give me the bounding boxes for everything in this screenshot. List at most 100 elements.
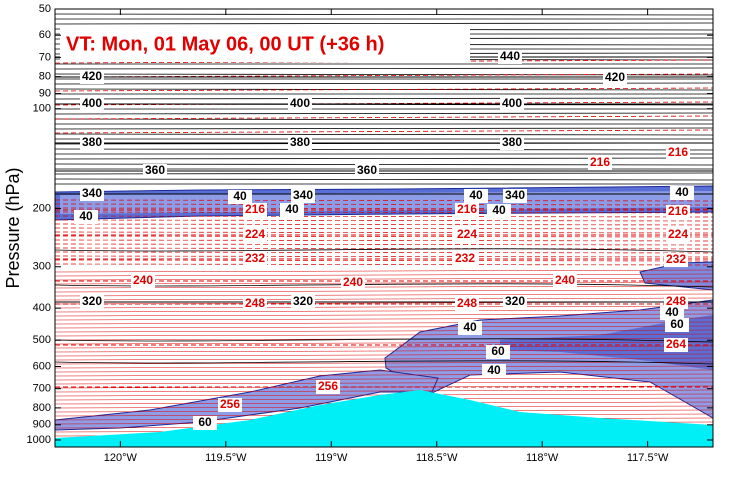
contour-labels: 440 420 420 400 400 400 380 380 380 360 360 340 340 3… xyxy=(74,49,694,430)
contour-label: 240 xyxy=(133,273,153,287)
contour-label: 400 xyxy=(82,96,102,110)
contour-line xyxy=(54,223,714,226)
contour-label: 380 xyxy=(82,135,102,149)
contour-line xyxy=(54,215,714,218)
contour-label: 216 xyxy=(590,155,610,169)
label-box xyxy=(355,164,379,178)
contour-label: 340 xyxy=(82,186,102,200)
y-tick-label: 600 xyxy=(33,360,51,372)
contour-line xyxy=(54,341,714,345)
contour-label: 264 xyxy=(666,337,686,351)
label-box xyxy=(316,380,340,394)
label-box xyxy=(503,295,527,309)
contour-line xyxy=(54,235,714,238)
contour-line xyxy=(54,357,714,361)
label-box xyxy=(193,416,217,430)
y-tick-label: 800 xyxy=(33,402,51,414)
label-box xyxy=(218,398,242,412)
label-box xyxy=(280,203,304,217)
label-box xyxy=(243,228,267,242)
contour-line xyxy=(54,349,714,353)
label-box xyxy=(80,295,104,309)
contour-line xyxy=(54,277,714,281)
label-box xyxy=(666,205,690,219)
contour-label: 40 xyxy=(492,203,506,217)
contour-line xyxy=(54,365,714,369)
title-box xyxy=(60,28,470,62)
label-box xyxy=(288,97,312,111)
contour-line xyxy=(54,13,714,16)
y-tick-label: 50 xyxy=(39,3,51,15)
contour-line xyxy=(54,259,714,262)
contour-label: 216 xyxy=(457,202,477,216)
contour-label: 380 xyxy=(290,135,310,149)
contour-line xyxy=(54,369,714,373)
label-box xyxy=(74,210,98,224)
label-box xyxy=(486,345,510,359)
contour-label: 248 xyxy=(457,296,477,310)
label-box xyxy=(455,203,479,217)
contour-label: 216 xyxy=(668,145,688,159)
label-box xyxy=(243,203,267,217)
label-box xyxy=(664,295,688,309)
label-box xyxy=(291,189,315,203)
contour-line xyxy=(54,22,714,25)
contour-line xyxy=(54,243,714,246)
y-tick-label: 500 xyxy=(33,334,51,346)
contour-label: 400 xyxy=(502,96,522,110)
contour-line xyxy=(54,133,714,136)
label-box xyxy=(80,97,104,111)
contour-label: 380 xyxy=(502,135,522,149)
label-box xyxy=(341,276,365,290)
contour-label: 360 xyxy=(145,163,165,177)
label-box xyxy=(80,187,104,201)
contour-label: 420 xyxy=(605,70,625,84)
contour-line xyxy=(54,87,714,92)
contour-label: 40 xyxy=(675,185,689,199)
contour-label: 320 xyxy=(82,294,102,308)
contour-label: 420 xyxy=(82,69,102,83)
contour-label: 40 xyxy=(79,209,93,223)
contour-label: 320 xyxy=(505,294,525,308)
contour-line xyxy=(54,305,714,309)
contour-line xyxy=(54,389,714,393)
contour-label: 440 xyxy=(500,49,520,63)
contour-label: 60 xyxy=(198,415,212,429)
label-box xyxy=(664,253,688,267)
contour-line xyxy=(54,373,714,377)
contour-line xyxy=(54,360,714,365)
contour-line xyxy=(54,353,714,357)
contour-line xyxy=(54,211,714,214)
label-box xyxy=(458,321,482,335)
label-box xyxy=(553,274,577,288)
contour-line xyxy=(54,248,714,253)
contour-label: 40 xyxy=(285,202,299,216)
contour-line xyxy=(54,285,714,289)
contour-line xyxy=(54,231,714,234)
contour-line xyxy=(54,317,714,321)
label-box xyxy=(588,156,612,170)
y-tick-label: 200 xyxy=(33,202,51,214)
label-box xyxy=(143,164,167,178)
label-box xyxy=(503,189,527,203)
contour-label: 232 xyxy=(666,252,686,266)
contour-line xyxy=(54,115,714,120)
label-box xyxy=(453,252,477,266)
contour-label: 40 xyxy=(487,363,501,377)
contour-label: 248 xyxy=(245,296,265,310)
label-box xyxy=(455,297,479,311)
y-tick-label: 100 xyxy=(33,103,51,115)
contour-line xyxy=(54,207,714,210)
y-tick-label: 80 xyxy=(39,71,51,83)
label-box xyxy=(131,274,155,288)
y-tick-label: 1000 xyxy=(27,434,51,446)
label-box xyxy=(666,146,690,160)
contour-line xyxy=(54,293,714,297)
contour-label: 40 xyxy=(469,188,483,202)
contour-label: 340 xyxy=(505,188,525,202)
label-box xyxy=(455,228,479,242)
contour-label: 232 xyxy=(455,251,475,265)
contour-line xyxy=(54,239,714,242)
contour-line xyxy=(54,148,714,151)
